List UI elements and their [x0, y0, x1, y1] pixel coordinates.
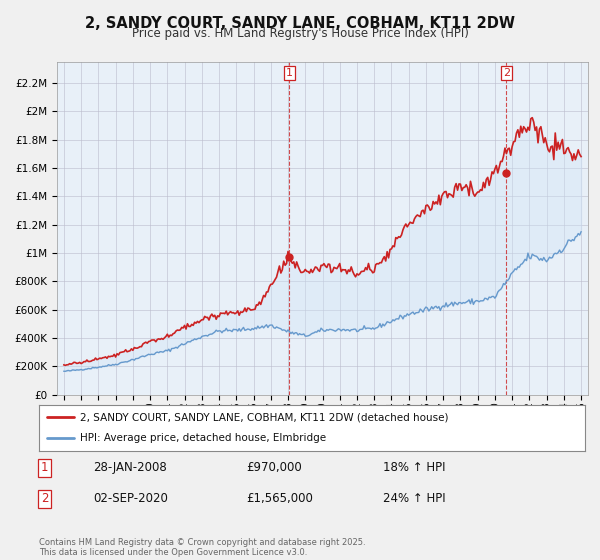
- Text: £1,565,000: £1,565,000: [247, 492, 313, 505]
- Text: HPI: Average price, detached house, Elmbridge: HPI: Average price, detached house, Elmb…: [80, 433, 326, 444]
- Text: 28-JAN-2008: 28-JAN-2008: [94, 461, 167, 474]
- Text: £970,000: £970,000: [247, 461, 302, 474]
- Text: 18% ↑ HPI: 18% ↑ HPI: [383, 461, 445, 474]
- Text: 24% ↑ HPI: 24% ↑ HPI: [383, 492, 446, 505]
- Text: Contains HM Land Registry data © Crown copyright and database right 2025.
This d: Contains HM Land Registry data © Crown c…: [39, 538, 365, 557]
- Text: 1: 1: [41, 461, 48, 474]
- Text: 2, SANDY COURT, SANDY LANE, COBHAM, KT11 2DW: 2, SANDY COURT, SANDY LANE, COBHAM, KT11…: [85, 16, 515, 31]
- Text: 2: 2: [41, 492, 48, 505]
- Text: 2: 2: [503, 68, 510, 78]
- Text: 02-SEP-2020: 02-SEP-2020: [94, 492, 169, 505]
- Text: 2, SANDY COURT, SANDY LANE, COBHAM, KT11 2DW (detached house): 2, SANDY COURT, SANDY LANE, COBHAM, KT11…: [80, 412, 448, 422]
- Text: Price paid vs. HM Land Registry's House Price Index (HPI): Price paid vs. HM Land Registry's House …: [131, 27, 469, 40]
- Text: 1: 1: [286, 68, 293, 78]
